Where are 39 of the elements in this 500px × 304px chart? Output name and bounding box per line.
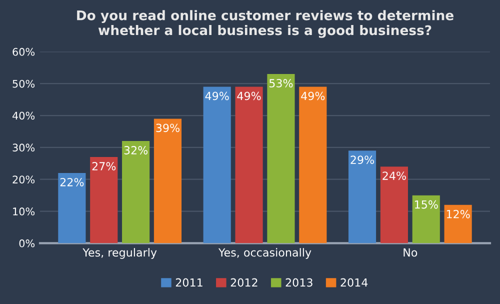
y-tick-label: 20% bbox=[12, 176, 35, 184]
legend-label: 2012 bbox=[230, 278, 258, 287]
data-label: 32% bbox=[124, 146, 148, 154]
bar bbox=[267, 74, 295, 244]
data-label: 27% bbox=[92, 162, 116, 170]
legend-label: 2013 bbox=[286, 278, 312, 287]
y-tick-label: 0% bbox=[19, 239, 35, 248]
x-tick-label: Yes, regularly bbox=[82, 248, 157, 259]
y-tick-label: 50% bbox=[12, 80, 35, 88]
bar bbox=[299, 86, 327, 244]
bar bbox=[380, 166, 408, 244]
data-label: 53% bbox=[269, 79, 293, 88]
bar bbox=[235, 86, 263, 244]
data-label: 49% bbox=[237, 92, 261, 100]
data-label: 24% bbox=[382, 172, 406, 180]
x-tick-label: No bbox=[404, 248, 418, 257]
bar bbox=[90, 157, 118, 244]
data-label: 12% bbox=[446, 210, 470, 218]
bar bbox=[122, 141, 150, 244]
data-label: 15% bbox=[415, 200, 438, 209]
y-tick-label: 10% bbox=[13, 208, 35, 216]
data-label: 22% bbox=[60, 178, 84, 186]
bar bbox=[412, 195, 440, 244]
y-tick-label: 30% bbox=[12, 144, 35, 152]
bar bbox=[154, 118, 182, 244]
y-tick-label: 60% bbox=[12, 48, 35, 56]
data-label: 49% bbox=[205, 92, 229, 100]
chart-title: Do you read online customer reviews to determine whether a local business is a good business? bbox=[77, 10, 454, 38]
bar bbox=[444, 204, 472, 244]
bar bbox=[203, 86, 231, 244]
data-label: 39% bbox=[156, 124, 180, 132]
x-tick-label: Yes, occasionally bbox=[218, 248, 312, 259]
y-tick-label: 40% bbox=[12, 112, 35, 120]
data-label: 49% bbox=[301, 92, 325, 100]
data-label: 29% bbox=[350, 156, 374, 164]
legend-label: 2011 bbox=[176, 278, 202, 287]
bar bbox=[348, 150, 376, 244]
bar bbox=[58, 172, 86, 244]
legend-label: 2014 bbox=[340, 278, 368, 287]
